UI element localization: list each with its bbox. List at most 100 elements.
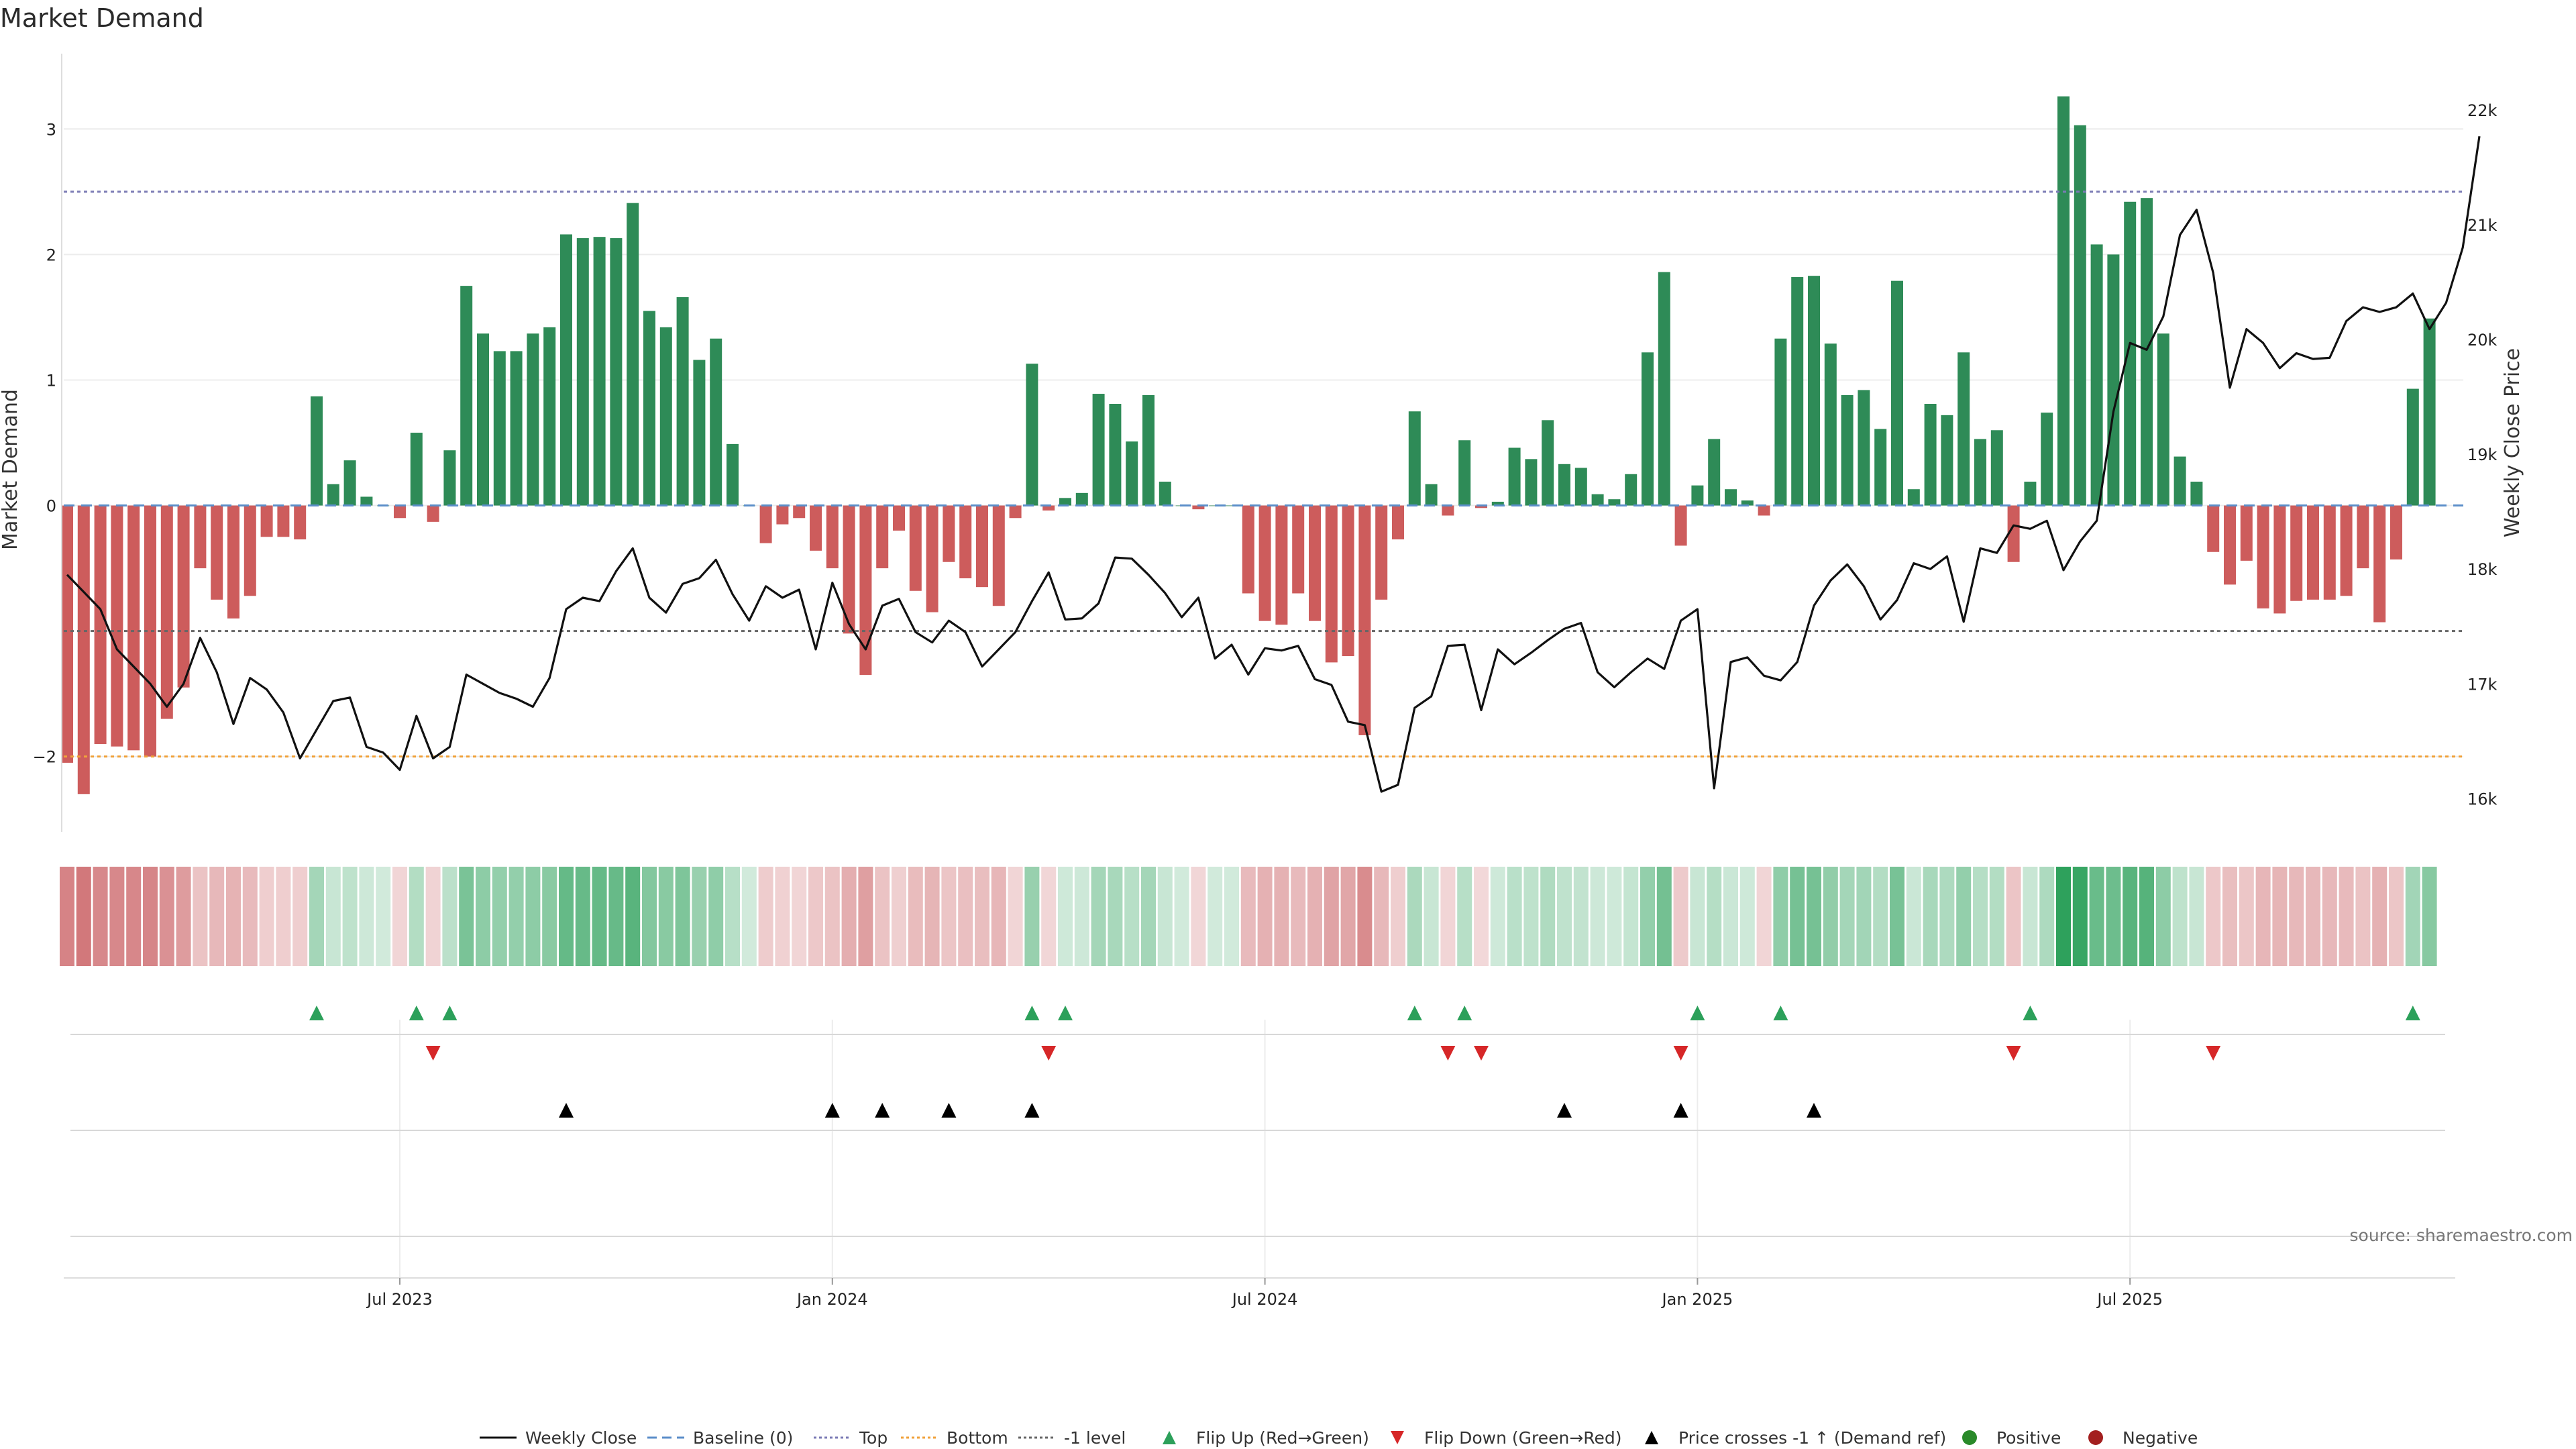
heat-cell: [1357, 867, 1373, 966]
demand-bar: [443, 450, 456, 506]
left-tick-label: 2: [46, 246, 56, 264]
demand-bar: [843, 505, 855, 634]
flip-up-marker: [1457, 1006, 1472, 1020]
heat-cell: [1274, 867, 1289, 966]
demand-bar: [2057, 96, 2070, 506]
price-cross-marker: [559, 1103, 574, 1118]
heat-cell: [2255, 867, 2271, 966]
demand-bar: [1824, 343, 1837, 506]
heat-cell: [808, 867, 823, 966]
flip-up-marker: [1407, 1006, 1422, 1020]
legend-item-flip-down-green-red: Flip Down (Green→Red): [1391, 1428, 1622, 1448]
heat-cell: [892, 867, 906, 966]
heat-cell: [542, 867, 557, 966]
flip-down-marker: [1440, 1046, 1456, 1061]
demand-bar: [2406, 388, 2419, 506]
demand-bar: [976, 505, 988, 588]
demand-bar: [2207, 505, 2220, 552]
heat-cell: [1457, 867, 1472, 966]
demand-bar: [1924, 404, 1937, 506]
legend-item-baseline-0: Baseline (0): [647, 1428, 793, 1448]
heat-cell: [342, 867, 358, 966]
heat-cell: [126, 867, 142, 966]
demand-bar: [1275, 505, 1288, 625]
demand-bar: [77, 505, 90, 794]
legend-label: Positive: [1996, 1428, 2061, 1448]
demand-bar: [859, 505, 872, 676]
heat-cell: [525, 867, 541, 966]
demand-bar: [1791, 277, 1804, 506]
heat-cell: [1607, 867, 1622, 966]
legend-item-top: Top: [814, 1428, 888, 1448]
heat-cell: [625, 867, 641, 966]
legend: Weekly Close Baseline (0) Top Bottom -1 leve…: [480, 1428, 2198, 1448]
price-cross-marker: [1673, 1103, 1688, 1118]
heat-cell: [2006, 867, 2021, 966]
demand-bar: [2257, 505, 2269, 608]
demand-bar: [527, 333, 539, 506]
demand-bar: [1425, 484, 1438, 506]
heat-cell: [2139, 867, 2154, 966]
heat-cell: [1108, 867, 1123, 966]
demand-bar: [2041, 413, 2053, 506]
demand-bar: [1808, 276, 1820, 506]
heat-cell: [2389, 867, 2404, 966]
left-tick-label: 3: [46, 120, 56, 139]
left-tick-label: 0: [46, 497, 56, 516]
heat-cell: [209, 867, 225, 966]
heat-cell: [376, 867, 391, 966]
heat-cell: [1008, 867, 1023, 966]
demand-bar: [394, 505, 406, 519]
legend-item-negative: Negative: [2088, 1428, 2198, 1448]
heat-cell: [392, 867, 407, 966]
demand-bar: [909, 505, 922, 591]
flip-down-marker: [1474, 1046, 1489, 1061]
demand-bar: [94, 505, 107, 745]
heat-cell: [193, 867, 208, 966]
flip-down-marker: [2006, 1046, 2021, 1061]
heat-cell: [1690, 867, 1705, 966]
demand-bar: [676, 297, 689, 506]
right-tick-label: 19k: [2467, 445, 2498, 464]
demand-bar: [410, 433, 423, 506]
heat-cell: [2023, 867, 2038, 966]
demand-bar: [160, 505, 173, 719]
heat-cell: [159, 867, 174, 966]
legend-swatch: [1645, 1431, 1658, 1444]
demand-bar: [2124, 201, 2137, 506]
demand-bar: [2373, 505, 2386, 623]
demand-bar: [343, 460, 356, 506]
demand-bar: [2190, 482, 2203, 506]
heat-cell: [508, 867, 524, 966]
demand-bar: [1591, 494, 1604, 506]
demand-bar: [943, 505, 955, 562]
right-tick-label: 21k: [2467, 216, 2498, 235]
demand-bar: [2340, 505, 2353, 596]
heat-cell: [1340, 867, 1356, 966]
heat-cell: [991, 867, 1006, 966]
heat-cell: [1989, 867, 2004, 966]
demand-bar: [1758, 505, 1770, 516]
source-note: source: sharemaestro.com: [2350, 1226, 2573, 1245]
heat-cell: [1490, 867, 1505, 966]
price-cross-marker: [1557, 1103, 1572, 1118]
legend-label: Baseline (0): [693, 1428, 793, 1448]
heat-cell: [1807, 867, 1821, 966]
heat-cell: [442, 867, 458, 966]
demand-bar: [1109, 404, 1122, 506]
legend-swatch: [2088, 1430, 2103, 1445]
legend-item-positive: Positive: [1962, 1428, 2061, 1448]
demand-bar: [2074, 125, 2086, 506]
heat-cell: [1208, 867, 1223, 966]
heat-cell: [1939, 867, 1955, 966]
heat-cell: [1956, 867, 1972, 966]
right-axis-title: Weekly Close Price: [2501, 348, 2524, 537]
heat-cell: [592, 867, 607, 966]
demand-bar: [510, 351, 523, 506]
heat-cell: [2089, 867, 2104, 966]
demand-bar: [144, 505, 156, 757]
flip-up-marker: [442, 1006, 458, 1020]
legend-label: Price crosses -1 ↑ (Demand ref): [1678, 1428, 1946, 1448]
demand-bar: [194, 505, 207, 569]
legend-label: -1 level: [1064, 1428, 1126, 1448]
